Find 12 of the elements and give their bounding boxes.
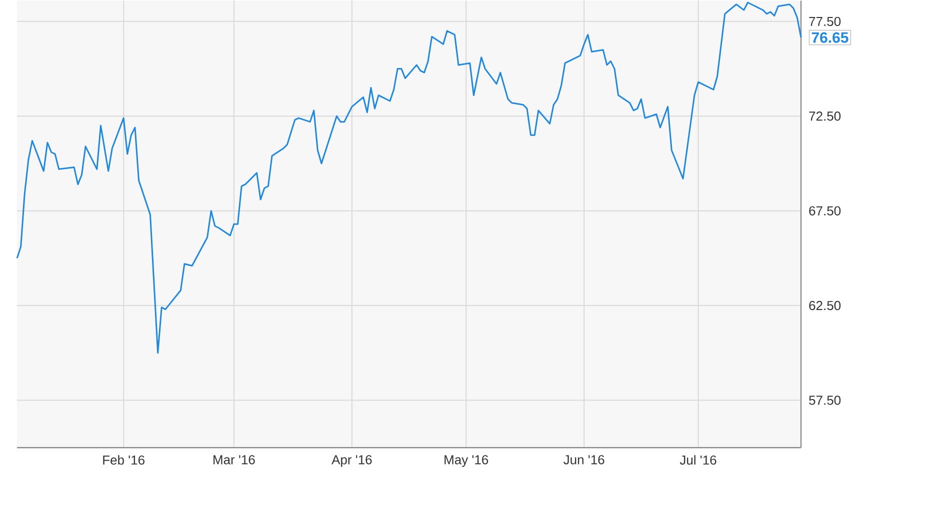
y-tick-label: 57.50 — [809, 396, 841, 406]
x-tick-label: Jul '16 — [680, 455, 716, 465]
x-tick-label: Mar '16 — [214, 455, 255, 465]
y-tick-label: 67.50 — [809, 206, 841, 216]
annotation: 76.65 — [812, 32, 848, 44]
x-tick-label: Jun '16 — [564, 455, 604, 465]
x-tick-label: Apr '16 — [332, 455, 372, 468]
x-tick-label: Feb '16 — [103, 455, 144, 465]
y-tick-label: 77.50 — [809, 17, 841, 26]
x-tick-label: May '16 — [444, 455, 488, 468]
y-tick-label: 72.50 — [809, 112, 841, 121]
y-tick-label: 62.50 — [809, 301, 841, 310]
